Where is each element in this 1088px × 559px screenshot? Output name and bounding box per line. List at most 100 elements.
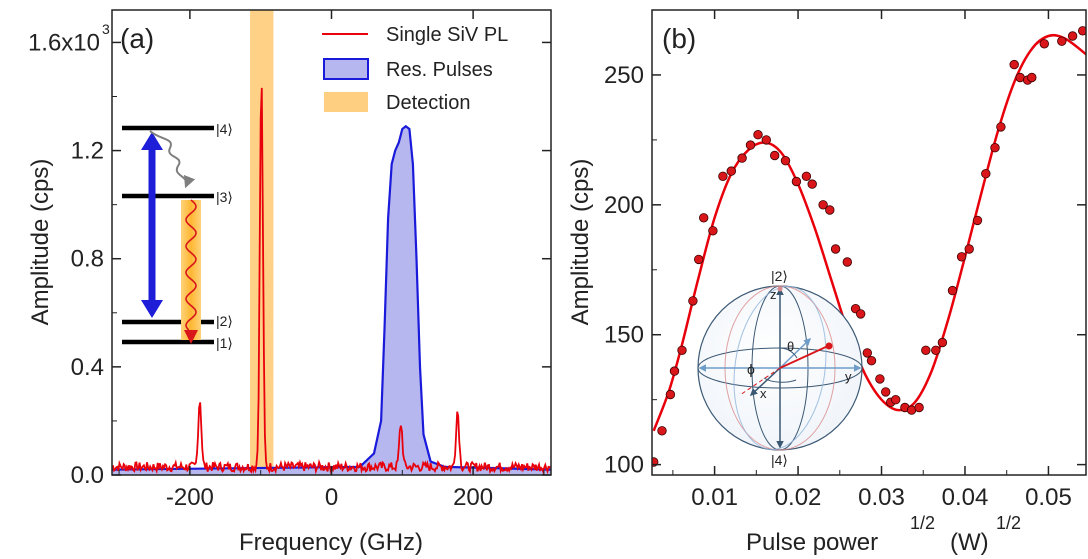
data-points: [652, 26, 1086, 467]
ylabel-a: Amplitude (cps): [27, 159, 54, 326]
data-point: [761, 135, 772, 145]
y-tick-label-b: 200: [604, 192, 644, 219]
y-tick-label-b: 100: [604, 452, 644, 479]
data-point: [694, 254, 704, 265]
axis-ticks-b: 0.01 0.02 0.03 0.04 0.05 100 150 200 250: [604, 10, 1086, 511]
nonradiative-decay-arrow: [149, 130, 196, 189]
bloch-label-y: y: [845, 369, 852, 384]
legend-a: Single SiV PL Res. Pulses Detection: [322, 24, 508, 114]
legend-res-swatch: [323, 58, 369, 80]
data-point: [891, 395, 901, 405]
xlabel-b: Pulse power: [746, 529, 878, 556]
res-pulses-line: [112, 124, 551, 471]
emission-arrowhead: [184, 330, 198, 344]
data-point: [818, 200, 828, 210]
data-point: [956, 252, 967, 262]
x-tick-label-b: 0.05: [1025, 484, 1072, 511]
data-point: [1057, 36, 1067, 46]
level-diagram: |4⟩ |3⟩ |2⟩ |1⟩: [122, 121, 233, 351]
data-point: [665, 389, 676, 400]
data-point: [770, 150, 780, 161]
detection-band: [250, 10, 274, 475]
axes-frame-b: [651, 9, 1087, 476]
data-point: [1067, 31, 1078, 41]
level-4-label: |4⟩: [216, 121, 233, 137]
data-point: [745, 140, 756, 150]
x-tick-label-b: 0.02: [775, 484, 822, 511]
data-point: [990, 142, 1000, 153]
axis-ticks-a: -200 0 200 0.0 0.4 0.8 1.2 1.6x10: [28, 10, 551, 511]
single-siv-pl-line: [112, 87, 551, 475]
data-point: [677, 345, 687, 356]
data-point: [780, 155, 791, 166]
xlabel-a: Frequency (GHz): [239, 529, 423, 556]
data-point: [881, 387, 891, 397]
bloch-label-z: z: [770, 287, 777, 302]
legend-res-label: Res. Pulses: [386, 59, 493, 81]
data-point: [737, 153, 747, 163]
x-tick-label-b: 0.03: [858, 484, 905, 511]
x-tick-label-b: 0.01: [691, 484, 738, 511]
y-tick-label-a: 1.6x10: [28, 29, 100, 56]
data-point: [856, 309, 866, 319]
data-point: [718, 171, 728, 182]
data-point: [699, 213, 709, 223]
level-3-label: |3⟩: [216, 189, 233, 205]
data-point: [1078, 26, 1086, 36]
data-point: [791, 176, 802, 187]
legend-pl-label: Single SiV PL: [386, 24, 508, 46]
data-point: [830, 244, 841, 254]
level-2-label: |2⟩: [216, 313, 233, 329]
excitation-arrow: [141, 132, 163, 318]
y-tick-label-a: 0.0: [71, 462, 104, 489]
x-tick-label-b: 0.04: [942, 484, 989, 511]
data-point: [657, 426, 667, 436]
bloch-label-theta: θ: [787, 339, 794, 354]
data-point: [708, 226, 718, 236]
data-point: [1039, 39, 1050, 49]
y-tick-label-a: 0.4: [71, 354, 104, 381]
panel-b: 0.01 0.02 0.03 0.04 0.05 100 150 200 250 (b) |2⟩…: [567, 9, 1087, 556]
data-point: [842, 257, 853, 267]
bloch-label-x: x: [760, 386, 767, 401]
ylabel-b: Amplitude (cps): [567, 159, 594, 326]
res-pulses-fill: [112, 126, 551, 475]
xlabel-b-unit: (W): [950, 529, 989, 556]
data-point: [688, 296, 698, 306]
x-tick-label-a: 200: [453, 484, 493, 511]
data-point: [914, 402, 924, 413]
xlabel-b-sup2: 1/2: [996, 513, 1021, 533]
data-point: [931, 345, 941, 356]
xlabel-b-sup1: 1/2: [910, 513, 935, 533]
x-tick-label-a: -200: [166, 484, 214, 511]
data-point: [669, 366, 680, 376]
emission-wave: [185, 199, 197, 331]
data-point: [972, 215, 983, 226]
bloch-label-top: |2⟩: [771, 268, 788, 284]
x-tick-label-a: 0: [325, 484, 338, 511]
data-point: [753, 129, 763, 140]
bloch-label-phi: ϕ: [747, 361, 755, 377]
data-point: [1027, 72, 1037, 83]
data-point: [996, 122, 1006, 132]
data-point: [1009, 59, 1019, 70]
data-point: [866, 356, 877, 366]
data-point: [937, 337, 948, 348]
panel-a: -200 0 200 0.0 0.4 0.8 1.2 1.6x10 (a) Single Si…: [27, 9, 552, 556]
y-tick-label-b: 150: [604, 322, 644, 349]
data-point: [862, 348, 873, 358]
data-point: [981, 168, 991, 179]
y-tick-label-a: 0.8: [71, 246, 104, 273]
data-point: [921, 345, 931, 356]
y-exponent-a: 3: [102, 21, 110, 37]
data-point: [947, 285, 958, 296]
bloch-sphere: |2⟩ |4⟩ z x y θ ϕ: [697, 268, 863, 468]
fit-line: [652, 33, 1086, 432]
panel-label-b: (b): [662, 23, 696, 54]
data-point: [726, 166, 737, 176]
data-point: [825, 205, 835, 215]
y-tick-label-b: 250: [604, 62, 644, 89]
panel-label-a: (a): [120, 23, 154, 54]
data-point: [964, 244, 974, 254]
